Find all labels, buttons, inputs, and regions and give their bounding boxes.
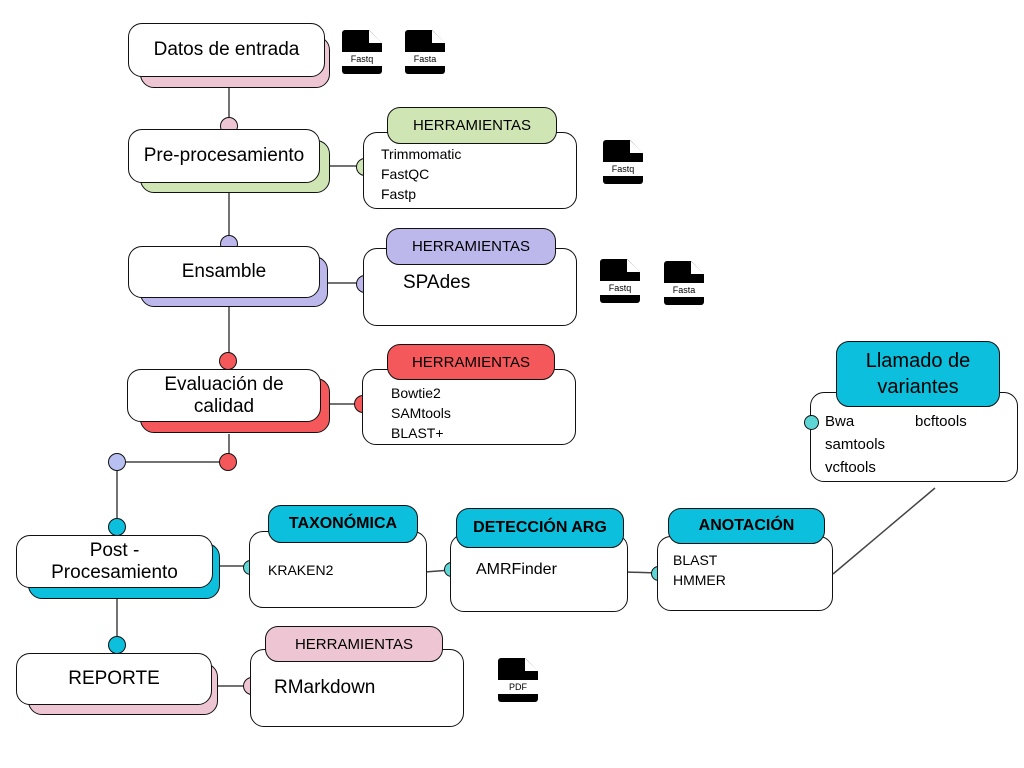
quality-tools-box <box>362 369 576 445</box>
assembly-tools-header: HERRAMIENTAS <box>386 228 556 265</box>
fasta-file-icon: Fasta <box>664 261 704 305</box>
tool-bcftools: bcftools <box>915 413 967 430</box>
connector-dot <box>804 415 819 430</box>
tool-blast: BLAST <box>673 552 718 568</box>
connector-dot <box>108 453 126 471</box>
assembly-step[interactable]: Ensamble <box>128 246 320 298</box>
postprocessing-step[interactable]: Post - Procesamiento <box>16 535 213 588</box>
tool-samtools-variants: samtools <box>825 436 886 453</box>
tool-spades: SPAdes <box>403 272 471 293</box>
tool-samtools: SAMtools <box>391 405 451 421</box>
quality-step-label: Evaluación de calidad <box>164 373 284 417</box>
report-tools-box <box>250 649 464 727</box>
tool-fastqc: FastQC <box>381 166 430 182</box>
arg-tools-header: DETECCIÓN ARG <box>456 508 624 548</box>
tool-bowtie2: Bowtie2 <box>391 385 441 401</box>
report-step-label: REPORTE <box>68 668 160 689</box>
tool-blast-plus: BLAST+ <box>391 425 444 441</box>
annotation-tools-box <box>657 536 833 611</box>
connector-dot <box>108 636 126 654</box>
preprocessing-step[interactable]: Pre-procesamiento <box>128 129 320 183</box>
report-tools-header: HERRAMIENTAS <box>265 626 443 662</box>
tool-hmmer: HMMER <box>673 572 726 588</box>
tool-kraken2: KRAKEN2 <box>268 562 334 578</box>
postprocessing-step-label: Post - Procesamiento <box>51 539 178 583</box>
tool-amrfinder: AMRFinder <box>476 561 557 578</box>
taxonomic-tools-box <box>249 531 427 608</box>
assembly-tools-list: SPAdes <box>403 273 470 293</box>
input-step[interactable]: Datos de entrada <box>128 23 325 77</box>
taxonomic-tools-list: KRAKEN2 <box>268 560 333 580</box>
preprocessing-tools-box <box>363 132 577 209</box>
fastq-file-icon: Fastq <box>600 259 640 303</box>
annotation-tools-header: ANOTACIÓN <box>668 508 825 544</box>
tool-vcftools: vcftools <box>825 459 876 476</box>
preprocessing-tools-header: HERRAMIENTAS <box>387 107 557 144</box>
assembly-step-label: Ensamble <box>181 261 267 282</box>
fastq-file-icon: Fastq <box>342 30 382 74</box>
report-tools-list: RMarkdown <box>274 678 375 698</box>
arg-tools-list: AMRFinder <box>476 560 557 580</box>
input-step-label: Datos de entrada <box>153 39 300 60</box>
variants-tools-header: Llamado de variantes <box>836 341 1000 407</box>
tool-trimmomatic: Trimmomatic <box>381 146 462 162</box>
annotation-tools-list: BLAST HMMER <box>673 550 726 590</box>
quality-tools-list: Bowtie2 SAMtools BLAST+ <box>391 383 451 443</box>
tool-fastp: Fastp <box>381 186 417 202</box>
variants-tools-list: Bwa bcftools samtools vcftools <box>825 410 995 479</box>
fastq-file-icon: Fastq <box>603 140 643 184</box>
preprocessing-tools-list: Trimmomatic FastQC Fastp <box>381 144 461 204</box>
quality-tools-header: HERRAMIENTAS <box>387 344 555 380</box>
report-step[interactable]: REPORTE <box>16 653 212 705</box>
variants-tools-box <box>810 392 1018 482</box>
connector-dot <box>219 453 237 471</box>
pdf-file-icon: PDF <box>498 658 538 702</box>
taxonomic-tools-header: TAXONÓMICA <box>268 505 418 543</box>
fasta-file-icon: Fasta <box>405 30 445 74</box>
connector-dot <box>108 518 126 536</box>
tool-bwa: Bwa <box>825 413 855 430</box>
tool-rmarkdown: RMarkdown <box>274 677 376 698</box>
preprocessing-step-label: Pre-procesamiento <box>143 145 305 166</box>
connector-dot <box>219 352 237 370</box>
quality-step[interactable]: Evaluación de calidad <box>127 369 321 422</box>
